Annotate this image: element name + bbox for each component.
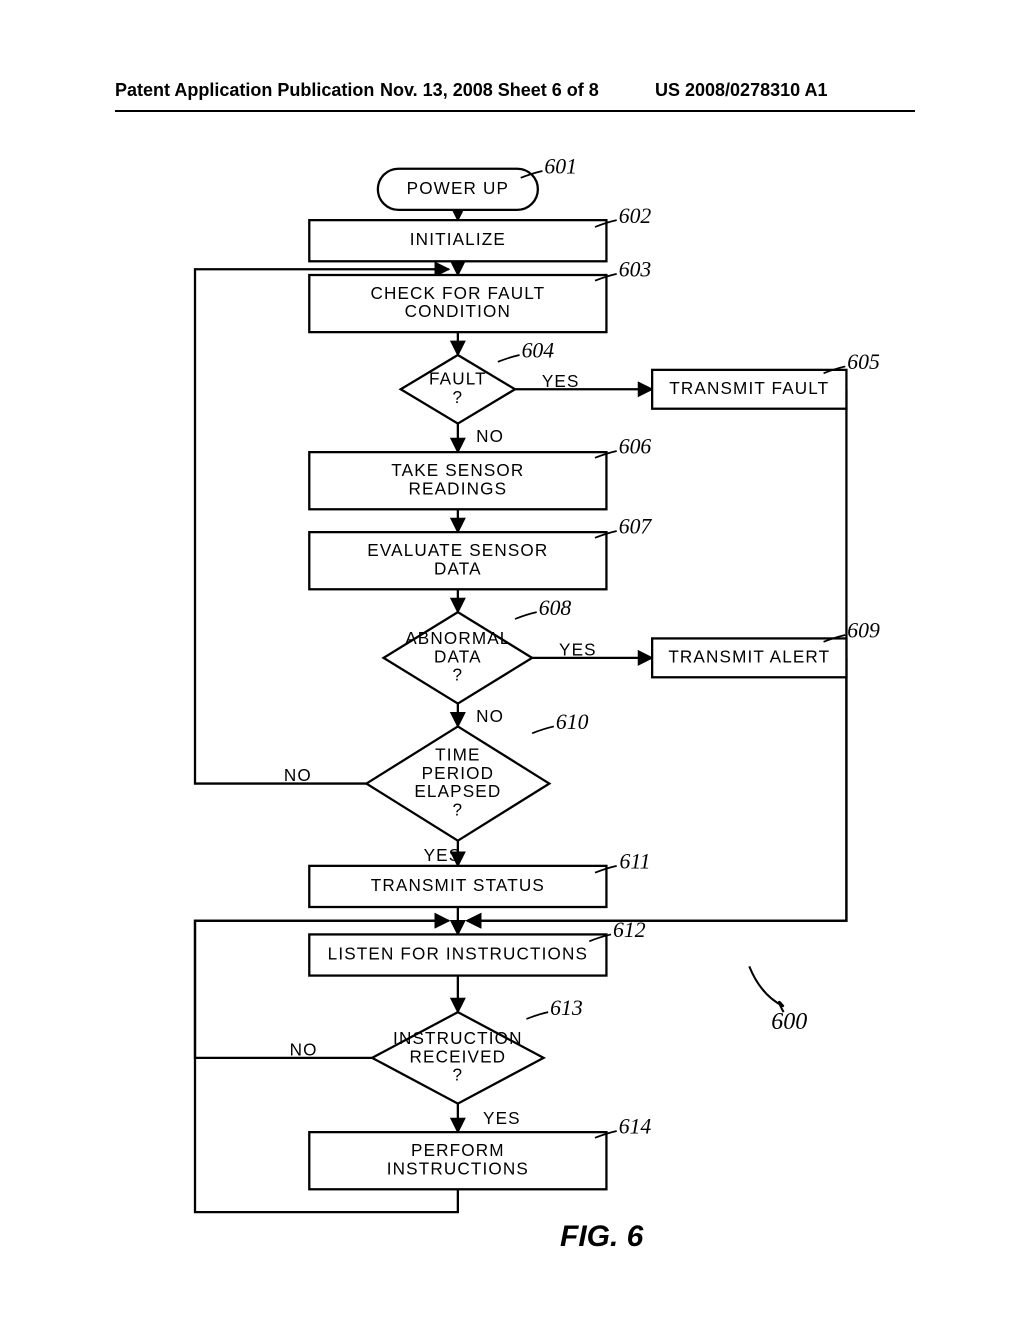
svg-text:YES: YES — [542, 371, 580, 391]
svg-text:DATA: DATA — [434, 558, 482, 578]
svg-text:TIME: TIME — [435, 745, 480, 765]
svg-text:609: 609 — [847, 619, 880, 643]
svg-text:611: 611 — [620, 850, 651, 874]
node-n602: INITIALIZE — [309, 220, 606, 261]
svg-text:612: 612 — [613, 918, 646, 942]
svg-text:RECEIVED: RECEIVED — [410, 1046, 507, 1066]
svg-text:YES: YES — [483, 1108, 521, 1128]
svg-text:604: 604 — [522, 339, 555, 363]
node-n605: TRANSMIT FAULT — [652, 370, 846, 409]
svg-text:?: ? — [453, 800, 464, 820]
svg-text:TRANSMIT STATUS: TRANSMIT STATUS — [371, 875, 545, 895]
node-n610: TIMEPERIODELAPSED? — [366, 726, 549, 840]
svg-text:613: 613 — [550, 996, 583, 1020]
header-rule — [115, 110, 915, 112]
svg-text:606: 606 — [619, 435, 652, 459]
node-n612: LISTEN FOR INSTRUCTIONS — [309, 934, 606, 975]
svg-text:INSTRUCTIONS: INSTRUCTIONS — [387, 1158, 529, 1178]
svg-text:?: ? — [453, 665, 464, 685]
svg-text:610: 610 — [556, 710, 589, 734]
svg-text:NO: NO — [476, 426, 504, 446]
flowchart-diagram: POWER UP INITIALIZE CHECK FOR FAULTCONDITI… — [115, 140, 915, 1290]
svg-text:NO: NO — [290, 1040, 318, 1060]
svg-text:EVALUATE SENSOR: EVALUATE SENSOR — [367, 540, 548, 560]
svg-text:LISTEN FOR INSTRUCTIONS: LISTEN FOR INSTRUCTIONS — [328, 944, 588, 964]
svg-text:CHECK FOR FAULT: CHECK FOR FAULT — [370, 283, 545, 303]
svg-text:603: 603 — [619, 258, 652, 282]
svg-text:TRANSMIT FAULT: TRANSMIT FAULT — [669, 378, 829, 398]
header-right: US 2008/0278310 A1 — [655, 80, 827, 101]
figure-label: FIG. 6 — [560, 1220, 643, 1254]
node-n601: POWER UP — [378, 169, 538, 210]
node-n606: TAKE SENSORREADINGS — [309, 452, 606, 509]
node-n603: CHECK FOR FAULTCONDITION — [309, 275, 606, 332]
node-n609: TRANSMIT ALERT — [652, 638, 846, 677]
node-n613: INSTRUCTIONRECEIVED? — [372, 1012, 543, 1103]
svg-text:602: 602 — [619, 204, 652, 228]
node-n604: FAULT? — [401, 355, 515, 424]
svg-text:YES: YES — [424, 845, 462, 865]
svg-text:?: ? — [453, 1065, 464, 1085]
svg-text:ELAPSED: ELAPSED — [414, 781, 501, 801]
header-left: Patent Application Publication — [115, 80, 374, 101]
svg-text:CONDITION: CONDITION — [405, 301, 511, 321]
node-n607: EVALUATE SENSORDATA — [309, 532, 606, 589]
svg-text:NO: NO — [476, 706, 504, 726]
svg-text:READINGS: READINGS — [409, 478, 508, 498]
svg-text:?: ? — [453, 387, 464, 407]
svg-text:600: 600 — [771, 1009, 807, 1035]
svg-text:614: 614 — [619, 1115, 652, 1139]
svg-text:TAKE SENSOR: TAKE SENSOR — [391, 460, 524, 480]
svg-text:NO: NO — [284, 765, 312, 785]
svg-text:608: 608 — [539, 596, 572, 620]
svg-text:601: 601 — [544, 155, 577, 179]
svg-text:INITIALIZE: INITIALIZE — [410, 229, 506, 249]
svg-text:FAULT: FAULT — [429, 369, 487, 389]
node-n608: ABNORMALDATA? — [384, 612, 533, 703]
header-mid: Nov. 13, 2008 Sheet 6 of 8 — [380, 80, 599, 101]
node-n614: PERFORMINSTRUCTIONS — [309, 1132, 606, 1189]
node-n611: TRANSMIT STATUS — [309, 866, 606, 907]
svg-text:POWER UP: POWER UP — [407, 178, 509, 198]
svg-text:PERIOD: PERIOD — [422, 763, 495, 783]
svg-text:YES: YES — [559, 640, 597, 660]
svg-text:607: 607 — [619, 515, 653, 539]
svg-text:605: 605 — [847, 350, 880, 374]
svg-text:INSTRUCTION: INSTRUCTION — [393, 1028, 523, 1048]
svg-text:DATA: DATA — [434, 646, 482, 666]
svg-text:TRANSMIT ALERT: TRANSMIT ALERT — [668, 646, 830, 666]
svg-text:ABNORMAL: ABNORMAL — [405, 628, 510, 648]
svg-text:PERFORM: PERFORM — [411, 1140, 505, 1160]
